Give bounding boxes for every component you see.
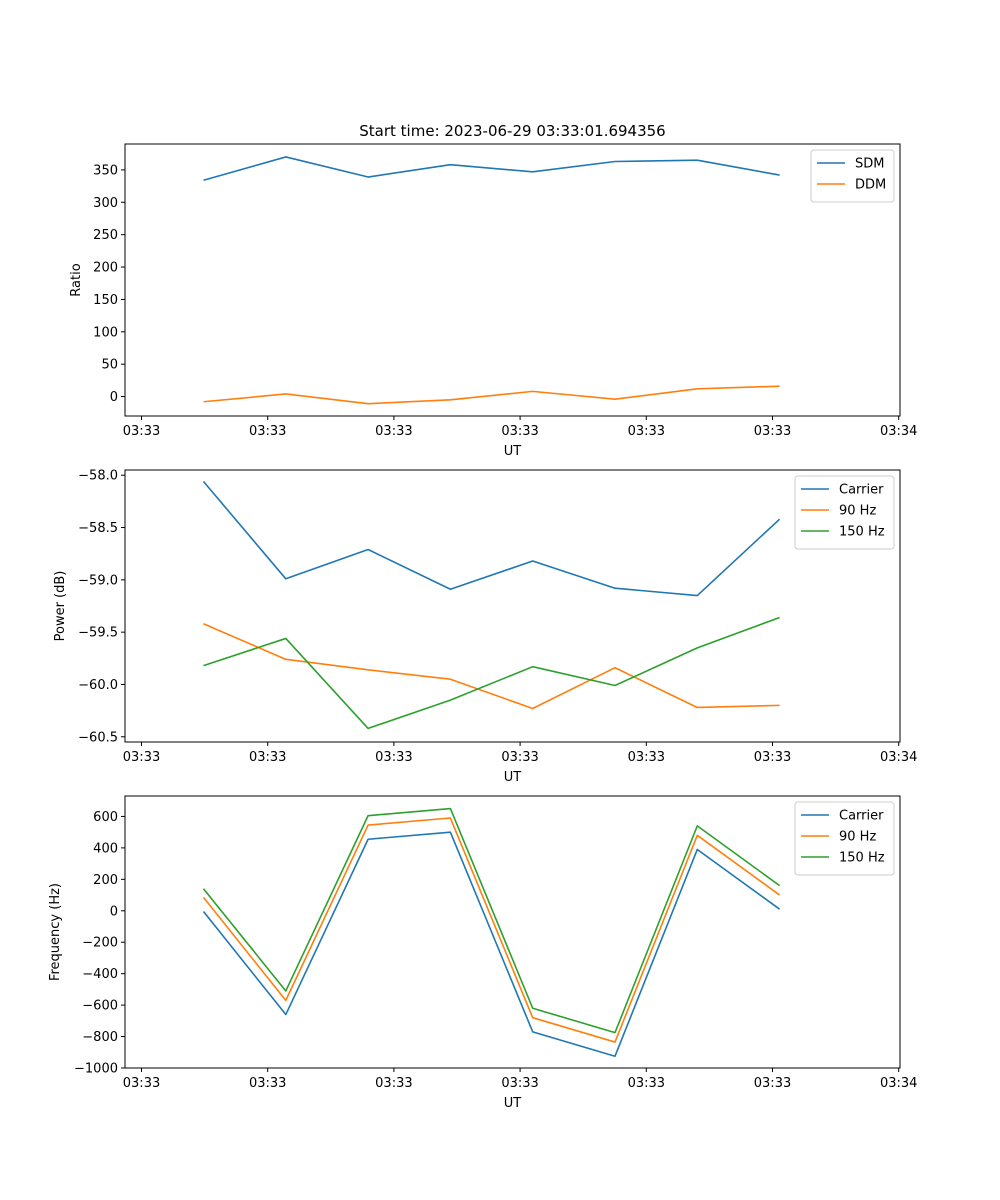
x-tick-label: 03:33 — [501, 750, 538, 765]
x-tick-label: 03:33 — [754, 750, 791, 765]
x-axis-label: UT — [504, 770, 522, 785]
y-axis-label: Ratio — [69, 263, 84, 296]
y-axis-label: Frequency (Hz) — [48, 883, 63, 981]
y-tick-label: −59.5 — [78, 626, 118, 641]
y-tick-label: 50 — [101, 358, 118, 373]
legend-label: 90 Hz — [839, 830, 876, 845]
figure-title: Start time: 2023-06-29 03:33:01.694356 — [359, 122, 665, 140]
y-tick-label: 150 — [93, 293, 118, 308]
legend-label: 90 Hz — [839, 504, 876, 519]
x-tick-label: 03:34 — [880, 424, 917, 439]
legend: Carrier 90 Hz 150 Hz — [794, 475, 895, 550]
legend-label: Carrier — [839, 483, 884, 498]
y-tick-label: 200 — [93, 873, 118, 888]
x-tick-label: 03:33 — [628, 1076, 665, 1091]
y-tick-label: −58.5 — [78, 521, 118, 536]
y-tick-label: 200 — [93, 261, 118, 276]
power-panel: −60.5 −60.0 −59.5 −59.0 −58.5 −58.0 03:33 03:33… — [53, 469, 917, 785]
legend: Carrier 90 Hz 150 Hz — [794, 801, 895, 876]
series-line-ddm — [203, 385, 780, 405]
x-tick-label: 03:34 — [880, 1076, 917, 1091]
legend-label: 150 Hz — [839, 525, 885, 540]
x-tick-label: 03:33 — [249, 750, 286, 765]
x-tick-label: 03:33 — [123, 424, 160, 439]
y-axis-label: Power (dB) — [53, 571, 68, 642]
series-line-sdm — [203, 156, 780, 182]
y-tick-label: 250 — [93, 228, 118, 243]
x-tick-label: 03:33 — [375, 750, 412, 765]
x-tick-label: 03:33 — [123, 1076, 160, 1091]
y-tick-label: −60.5 — [78, 730, 118, 745]
x-tick-label: 03:34 — [880, 750, 917, 765]
x-axis-label: UT — [504, 444, 522, 459]
frequency-panel: −1000 −800 −600 −400 −200 0 200 400 600 03:33 03:3… — [48, 795, 917, 1111]
legend-label: SDM — [855, 157, 884, 172]
series-line-90-hz — [203, 623, 780, 710]
axes-frame — [124, 795, 901, 1069]
y-tick-label: 300 — [93, 196, 118, 211]
y-tick-label: 350 — [93, 163, 118, 178]
series-line-150-hz — [203, 616, 780, 730]
y-tick-label: −600 — [82, 999, 118, 1014]
y-tick-label: −60.0 — [78, 678, 118, 693]
series-line-150-hz — [202, 807, 781, 1034]
y-tick-label: −58.0 — [78, 469, 118, 484]
x-tick-label: 03:33 — [249, 424, 286, 439]
legend-label: 150 Hz — [839, 851, 885, 866]
x-tick-label: 03:33 — [628, 750, 665, 765]
x-tick-label: 03:33 — [249, 1076, 286, 1091]
y-tick-label: −800 — [82, 1030, 118, 1045]
series-line-carrier — [202, 831, 781, 1058]
y-tick-label: −400 — [82, 967, 118, 982]
legend-label: Carrier — [839, 809, 884, 824]
y-tick-label: −1000 — [74, 1062, 118, 1077]
legend: SDM DDM — [810, 149, 895, 203]
x-tick-label: 03:33 — [375, 1076, 412, 1091]
x-tick-label: 03:33 — [628, 424, 665, 439]
x-axis-label: UT — [504, 1096, 522, 1111]
y-tick-label: 400 — [93, 841, 118, 856]
x-tick-label: 03:33 — [123, 750, 160, 765]
axes-frame — [124, 469, 901, 743]
y-tick-label: 100 — [93, 325, 118, 340]
y-tick-label: 600 — [93, 810, 118, 825]
x-tick-label: 03:33 — [501, 424, 538, 439]
y-tick-label: 0 — [110, 390, 118, 405]
y-tick-label: 0 — [110, 904, 118, 919]
y-tick-label: −59.0 — [78, 573, 118, 588]
ratio-panel: 0 50 100 150 200 250 300 350 03:33 03:33 03:33 03:3… — [69, 143, 917, 459]
series-line-carrier — [202, 480, 781, 597]
x-tick-label: 03:33 — [375, 424, 412, 439]
y-tick-label: −200 — [82, 936, 118, 951]
axes-frame — [124, 143, 901, 417]
legend-label: DDM — [855, 178, 886, 193]
x-tick-label: 03:33 — [501, 1076, 538, 1091]
series-line-90-hz — [202, 817, 781, 1043]
x-tick-label: 03:33 — [754, 424, 791, 439]
x-tick-label: 03:33 — [754, 1076, 791, 1091]
